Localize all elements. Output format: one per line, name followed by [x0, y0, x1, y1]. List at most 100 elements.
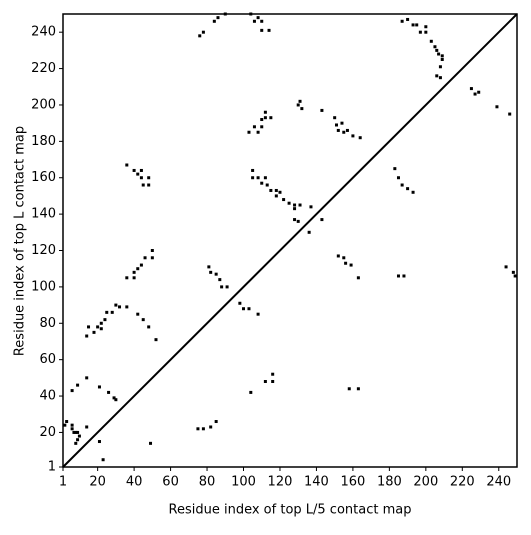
diagonal-line — [62, 13, 518, 468]
contact-point — [154, 338, 158, 342]
contact-point — [282, 198, 286, 202]
contact-point — [87, 325, 91, 329]
contact-point — [424, 25, 428, 29]
contact-point — [251, 168, 255, 172]
contact-point — [118, 305, 122, 309]
contact-point — [141, 183, 145, 187]
contact-point — [77, 434, 81, 438]
contact-point — [298, 99, 302, 103]
contact-point — [293, 207, 297, 211]
contact-point — [393, 167, 397, 171]
contact-point — [396, 176, 400, 180]
contact-point — [136, 172, 140, 176]
contact-point — [429, 39, 433, 43]
contact-point — [440, 57, 444, 61]
contact-point — [70, 389, 74, 393]
contact-point — [435, 48, 439, 52]
contact-point — [349, 263, 353, 267]
contact-point — [114, 303, 118, 307]
x-tick-label: 240 — [486, 475, 511, 490]
y-tick-label: 180 — [31, 134, 56, 149]
contact-point — [136, 267, 140, 271]
contact-point — [260, 181, 264, 185]
contact-point — [101, 458, 105, 462]
contact-point — [143, 256, 147, 260]
contact-point — [207, 265, 211, 269]
contact-point — [256, 312, 260, 316]
contact-point — [347, 387, 351, 391]
contact-point — [150, 256, 154, 260]
contact-point — [209, 425, 213, 429]
contact-point — [473, 92, 477, 96]
contact-point — [110, 310, 114, 314]
contact-point — [469, 87, 473, 91]
contact-point — [263, 116, 267, 120]
x-tick-label: 40 — [126, 475, 143, 490]
contact-point — [76, 383, 80, 387]
x-tick-label: 180 — [377, 475, 402, 490]
x-tick-label: 100 — [231, 475, 256, 490]
contact-point — [513, 274, 517, 278]
contact-point — [132, 276, 136, 280]
y-tick-label: 60 — [39, 352, 56, 367]
contact-point — [198, 34, 202, 38]
contact-point — [344, 261, 348, 265]
contact-point — [214, 272, 218, 276]
contact-point — [411, 23, 415, 27]
contact-point — [271, 372, 275, 376]
contact-point — [287, 201, 291, 205]
contact-point — [125, 163, 129, 167]
contact-point — [74, 430, 78, 434]
x-tick-label: 200 — [413, 475, 438, 490]
contact-point — [139, 168, 143, 172]
contact-point — [256, 130, 260, 134]
contact-point — [201, 427, 205, 431]
contact-point — [418, 30, 422, 34]
contact-point — [99, 327, 103, 331]
contact-point — [298, 203, 302, 207]
contact-point — [85, 334, 89, 338]
contact-point — [85, 425, 89, 429]
contact-point — [320, 218, 324, 222]
contact-point — [141, 318, 145, 322]
x-axis-label: Residue index of top L/5 contact map — [169, 503, 412, 518]
contact-point — [342, 130, 346, 134]
contact-point — [114, 398, 118, 402]
contact-point — [263, 110, 267, 114]
y-tick-label: 80 — [39, 316, 56, 331]
contact-point — [251, 176, 255, 180]
y-tick-label: 200 — [31, 97, 56, 112]
contact-point — [263, 176, 267, 180]
contact-point — [76, 430, 80, 434]
contact-point — [438, 65, 442, 69]
contact-point — [333, 116, 337, 120]
contact-point — [256, 16, 260, 20]
x-tick-label: 220 — [450, 475, 475, 490]
contact-point — [293, 203, 297, 207]
contact-point — [438, 76, 442, 80]
contact-point — [260, 118, 264, 122]
y-tick-label: 160 — [31, 170, 56, 185]
contact-point — [85, 376, 89, 380]
contact-point — [216, 16, 220, 20]
contact-point — [125, 276, 129, 280]
contact-point — [147, 183, 151, 187]
contact-point — [65, 420, 69, 424]
contact-point — [274, 188, 278, 192]
contact-point — [74, 441, 78, 445]
contact-point — [411, 190, 415, 194]
contact-point — [511, 270, 515, 274]
contact-point — [296, 103, 300, 107]
y-tick-label: 220 — [31, 61, 56, 76]
x-tick-label: 140 — [304, 475, 329, 490]
contact-point — [495, 105, 499, 109]
contact-point — [70, 427, 74, 431]
contact-point — [256, 176, 260, 180]
contact-point — [269, 188, 273, 192]
contact-point — [271, 379, 275, 383]
contact-point — [125, 305, 129, 309]
contact-point — [139, 176, 143, 180]
contact-point — [340, 121, 344, 125]
contact-point — [406, 17, 410, 21]
contact-point — [406, 187, 410, 191]
